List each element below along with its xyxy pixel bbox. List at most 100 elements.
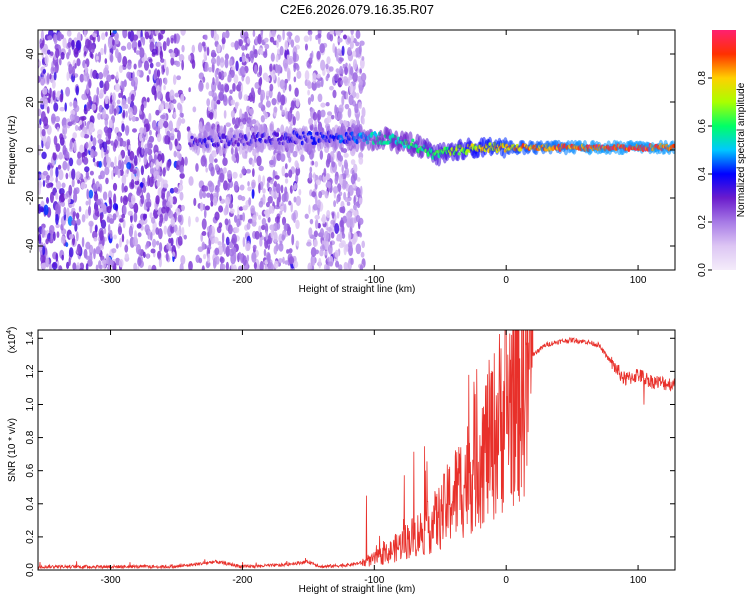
spectrogram-noise-cell — [262, 188, 266, 194]
spectrogram-noise-cell — [287, 70, 291, 82]
spectrogram-noise-cell — [164, 214, 167, 222]
spectrogram-noise-cell — [112, 39, 115, 46]
spectrogram-noise-cell — [179, 262, 184, 270]
spectrogram-noise-cell — [270, 229, 274, 239]
spectrogram-noise-cell — [239, 184, 245, 191]
spectrogram-noise-cell — [223, 180, 229, 191]
spectrogram-noise-cell — [93, 192, 99, 202]
spectrogram-noise-cell — [97, 211, 100, 218]
snr-ytick-label: 1.2 — [25, 364, 36, 378]
spectrogram-noise-cell — [95, 246, 101, 254]
colorbar-bar — [712, 30, 736, 270]
spectrogram-noise-cell — [218, 205, 224, 213]
spectrogram-noise-cell — [332, 186, 339, 194]
spectrogram-noise-cell — [266, 239, 271, 245]
spectrogram-noise-cell — [88, 189, 94, 199]
spectrogram-noise-cell — [38, 173, 41, 179]
spectrogram-noise-cell — [235, 60, 239, 72]
spectrogram-noise-cell — [92, 69, 98, 80]
spectrogram-noise-cell — [353, 232, 358, 243]
spectrogram-noise-cell — [277, 48, 281, 55]
spectrogram-noise-cell — [172, 99, 177, 104]
spectrogram-noise-cell — [246, 222, 251, 230]
spectrogram-noise-cell — [150, 231, 153, 241]
spectrogram-noise-cell — [84, 166, 90, 173]
spectrogram-noise-cell — [345, 91, 349, 100]
spectrogram-noise-cell — [101, 259, 107, 264]
spectrogram-noise-cell — [38, 233, 42, 242]
spectrogram-noise-cell — [256, 155, 262, 167]
spectrogram-noise-cell — [76, 262, 81, 270]
spectrogram-noise-cell — [73, 140, 77, 153]
spectrogram-noise-cell — [270, 179, 274, 185]
spectrogram-noise-cell — [335, 68, 340, 74]
spectrogram-noise-cell — [100, 219, 107, 229]
spectrogram-noise-cell — [252, 168, 255, 178]
spectrogram-noise-cell — [97, 186, 101, 192]
spectrogram-noise-cell — [137, 256, 142, 267]
spectrogram-noise-cell — [112, 168, 116, 174]
spectrogram-noise-cell — [112, 213, 117, 221]
spectrogram-noise-cell — [75, 171, 81, 179]
spectrogram-noise-cell — [265, 76, 271, 83]
spectrogram-noise-cell — [341, 45, 345, 57]
spectrogram-noise-cell — [232, 264, 238, 270]
spectrogram-noise-cell — [65, 172, 69, 180]
spectrogram-noise-cell — [168, 141, 173, 151]
spectrogram-noise-cell — [359, 185, 363, 197]
spectrogram-noise-cell — [333, 73, 340, 82]
spectrogram-noise-cell — [91, 44, 95, 54]
spectrogram-noise-cell — [137, 232, 142, 238]
spectrogram-noise-cell — [58, 265, 63, 270]
spectrogram-ridge-cell — [275, 132, 280, 137]
spectrogram-ridge-halo — [366, 138, 372, 151]
spectrogram-noise-cell — [317, 113, 320, 124]
colorbar-tick-label: 0.0 — [697, 263, 708, 277]
spectrogram-noise-cell — [325, 181, 332, 189]
spectrogram-noise-cell — [243, 94, 249, 102]
spectrogram-noise-cell — [116, 99, 121, 105]
spectrogram-noise-cell — [117, 225, 123, 236]
spectrogram-noise-cell — [251, 214, 257, 223]
spectrogram-noise-cell — [78, 206, 82, 213]
spectrogram-noise-cell — [351, 148, 356, 154]
spectrogram-noise-cell — [359, 40, 365, 46]
spectrogram-noise-cell — [298, 188, 302, 196]
snr-ytick-label: 0.8 — [25, 430, 36, 444]
spectrogram-noise-cell — [358, 156, 364, 165]
snr-frame — [37, 329, 676, 571]
spectrogram-noise-cell — [119, 169, 124, 177]
spectrogram-noise-cell — [102, 208, 108, 215]
spectrogram-noise-cell — [228, 248, 235, 257]
spectrogram-noise-cell — [210, 200, 214, 207]
spectrogram-noise-cell — [358, 84, 363, 94]
spectrogram-noise-cell — [122, 205, 127, 216]
spectrogram-noise-cell — [311, 80, 318, 91]
spectrogram-noise-cell — [319, 228, 325, 238]
spectrogram-noise-cell — [188, 261, 192, 268]
spectrogram-noise-cell — [65, 242, 69, 248]
spectrogram-noise-cell — [115, 243, 119, 249]
spectrogram-noise-cell — [269, 36, 275, 43]
spectrogram-noise-cell — [233, 227, 240, 234]
spectrogram-noise-cell — [95, 55, 99, 61]
spectrogram-noise-cell — [124, 253, 129, 259]
spectrogram-noise-cell — [40, 254, 46, 264]
snr-ytick-label: 0.2 — [25, 530, 36, 544]
spectrogram-noise-cell — [288, 169, 293, 178]
spectrogram-noise-cell — [136, 71, 140, 77]
spectrogram-noise-cell — [90, 68, 93, 79]
spectrogram-noise-cell — [234, 117, 240, 129]
spectrogram-noise-cell — [292, 51, 297, 63]
spectrogram-noise-cell — [309, 52, 313, 59]
snr-ytick-label: 1.4 — [25, 331, 36, 345]
spectrogram-noise-cell — [286, 57, 293, 65]
spectrogram-noise-cell — [212, 192, 218, 198]
spectrogram-noise-cell — [155, 79, 160, 86]
spectrogram-noise-cell — [133, 212, 138, 223]
spectrogram-noise-cell — [139, 110, 142, 115]
snr-ylabel: SNR (10 * v/v) — [7, 418, 18, 482]
spectrogram-noise-cell — [171, 196, 178, 205]
spectrogram-noise-cell — [114, 32, 119, 41]
spectrogram-noise-cell — [350, 30, 354, 36]
